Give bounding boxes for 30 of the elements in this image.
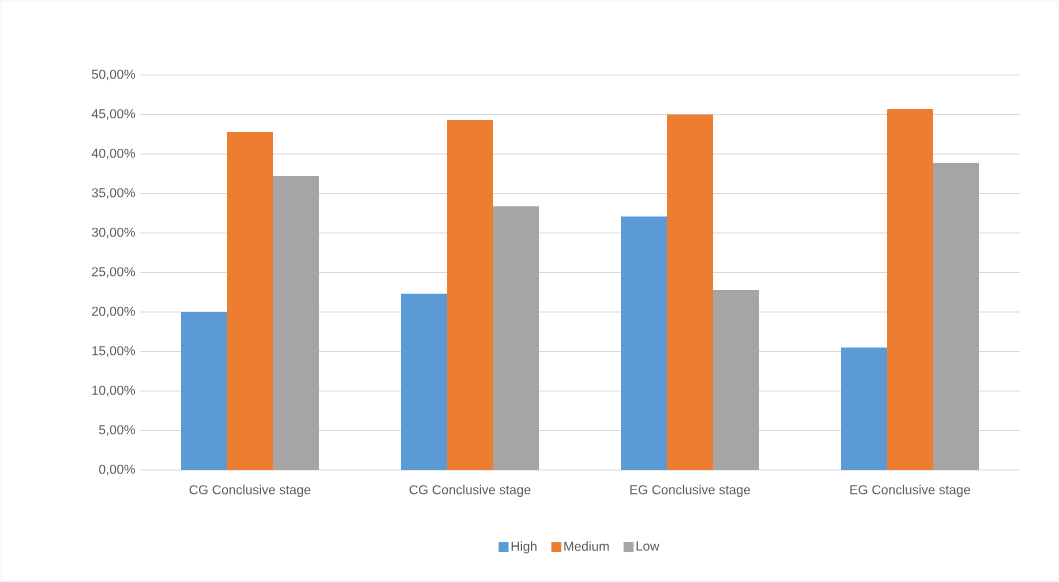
bar — [713, 289, 760, 470]
y-tick-label: 20,00% — [92, 306, 136, 318]
x-tick-label: EG Conclusive stage — [850, 484, 971, 497]
bar — [273, 176, 320, 470]
x-tick-label: CG Conclusive stage — [409, 484, 531, 497]
y-tick-label: 35,00% — [91, 188, 136, 199]
y-tick-label: 25,00% — [92, 267, 136, 278]
y-tick-label: 5,00% — [99, 425, 136, 436]
legend-label: Low — [636, 541, 660, 551]
bar — [887, 108, 934, 470]
bar — [667, 114, 714, 470]
y-tick-label: 40,00% — [91, 148, 136, 160]
x-tick-label: EG Conclusive stage — [630, 484, 751, 497]
legend-label: Medium — [564, 541, 609, 551]
bar — [841, 347, 888, 470]
y-tick-label: 0,00% — [99, 464, 136, 476]
legend-label: High — [511, 541, 537, 554]
x-tick-label: CG Conclusive stage — [189, 484, 311, 497]
y-tick-label: 50,00% — [91, 69, 136, 81]
y-tick-label: 45,00% — [91, 109, 136, 120]
y-tick-label: 15,00% — [92, 346, 136, 357]
bar — [933, 162, 980, 470]
bar — [227, 131, 274, 470]
bar — [181, 312, 227, 470]
y-tick-label: 30,00% — [91, 227, 136, 239]
bar — [621, 216, 668, 470]
bar — [401, 293, 448, 470]
y-tick-label: 10,00% — [92, 385, 136, 397]
bar — [447, 120, 494, 470]
bar — [493, 206, 540, 470]
